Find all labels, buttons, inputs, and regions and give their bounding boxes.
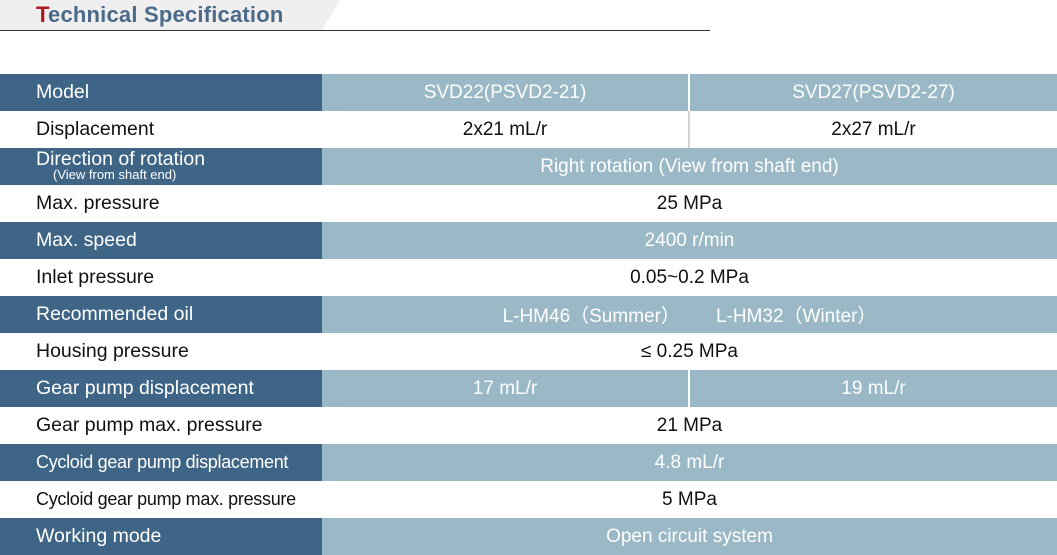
value-gear-pump-displacement-2: 19 mL/r [841, 377, 906, 399]
row-cycloid-max-pressure: Cycloid gear pump max. pressure 5 MPa [0, 481, 1057, 518]
title-tab [0, 0, 340, 30]
value-housing-pressure: ≤ 0.25 MPa [640, 340, 739, 362]
value-cycloid-max-pressure: 5 MPa [662, 488, 717, 510]
row-max-pressure: Max. pressure 25 MPa [0, 185, 1057, 222]
row-recommended-oil: Recommended oil L-HM46（Summer） L-HM32（Wi… [0, 296, 1057, 333]
value-displacement-1: 2x21 mL/r [322, 111, 690, 148]
row-displacement: Displacement 2x21 mL/r 2x27 mL/r [0, 111, 1057, 148]
label-direction: Direction of rotation (View from shaft e… [0, 148, 322, 185]
value-max-speed: 2400 r/min [644, 229, 735, 251]
title-text: echnical Specification [48, 2, 284, 27]
value-working-mode: Open circuit system [606, 525, 773, 547]
label-direction-sub: (View from shaft end) [53, 167, 177, 182]
row-direction: Direction of rotation (View from shaft e… [0, 148, 1057, 185]
spec-table: Model SVD22(PSVD2-21) SVD27(PSVD2-27) Di… [0, 74, 1057, 555]
label-direction-main: Direction of rotation [36, 148, 206, 170]
label-max-pressure: Max. pressure [0, 185, 322, 222]
label-model: Model [0, 74, 322, 111]
label-cycloid-displacement: Cycloid gear pump displacement [0, 444, 322, 481]
value-gear-pump-max-pressure: 21 MPa [656, 414, 723, 436]
value-direction: Right rotation (View from shaft end) [540, 155, 839, 177]
label-displacement: Displacement [0, 111, 322, 148]
value-recommended-oil: L-HM46（Summer） L-HM32（Winter） [322, 296, 1057, 333]
value-inlet-pressure: 0.05~0.2 MPa [630, 266, 749, 288]
row-model: Model SVD22(PSVD2-21) SVD27(PSVD2-27) [0, 74, 1057, 111]
value-model-2: SVD27(PSVD2-27) [792, 81, 955, 103]
row-max-speed: Max. speed 2400 r/min [0, 222, 1057, 259]
value-gear-pump-displacement-1: 17 mL/r [322, 370, 690, 407]
value-cycloid-displacement: 4.8 mL/r [654, 451, 725, 473]
page-title: Technical Specification [36, 2, 284, 28]
row-inlet-pressure: Inlet pressure 0.05~0.2 MPa [0, 259, 1057, 296]
row-working-mode: Working mode Open circuit system [0, 518, 1057, 555]
row-gear-pump-max-pressure: Gear pump max. pressure 21 MPa [0, 407, 1057, 444]
label-gear-pump-max-pressure: Gear pump max. pressure [0, 407, 322, 444]
label-recommended-oil: Recommended oil [0, 296, 322, 333]
value-oil-winter: L-HM32（Winter） [715, 306, 877, 327]
label-gear-pump-displacement: Gear pump displacement [0, 370, 322, 407]
label-working-mode: Working mode [0, 518, 322, 555]
row-housing-pressure: Housing pressure ≤ 0.25 MPa [0, 333, 1057, 370]
row-gear-pump-displacement: Gear pump displacement 17 mL/r 19 mL/r [0, 370, 1057, 407]
title-initial: T [36, 2, 49, 27]
label-cycloid-max-pressure: Cycloid gear pump max. pressure [0, 481, 322, 518]
value-oil-summer: L-HM46（Summer） [502, 306, 680, 327]
label-inlet-pressure: Inlet pressure [0, 259, 322, 296]
value-max-pressure: 25 MPa [656, 192, 723, 214]
row-cycloid-displacement: Cycloid gear pump displacement 4.8 mL/r [0, 444, 1057, 481]
label-max-speed: Max. speed [0, 222, 322, 259]
title-underline [0, 30, 710, 31]
value-model-1: SVD22(PSVD2-21) [322, 74, 690, 111]
label-housing-pressure: Housing pressure [0, 333, 322, 370]
value-displacement-2: 2x27 mL/r [831, 118, 916, 140]
